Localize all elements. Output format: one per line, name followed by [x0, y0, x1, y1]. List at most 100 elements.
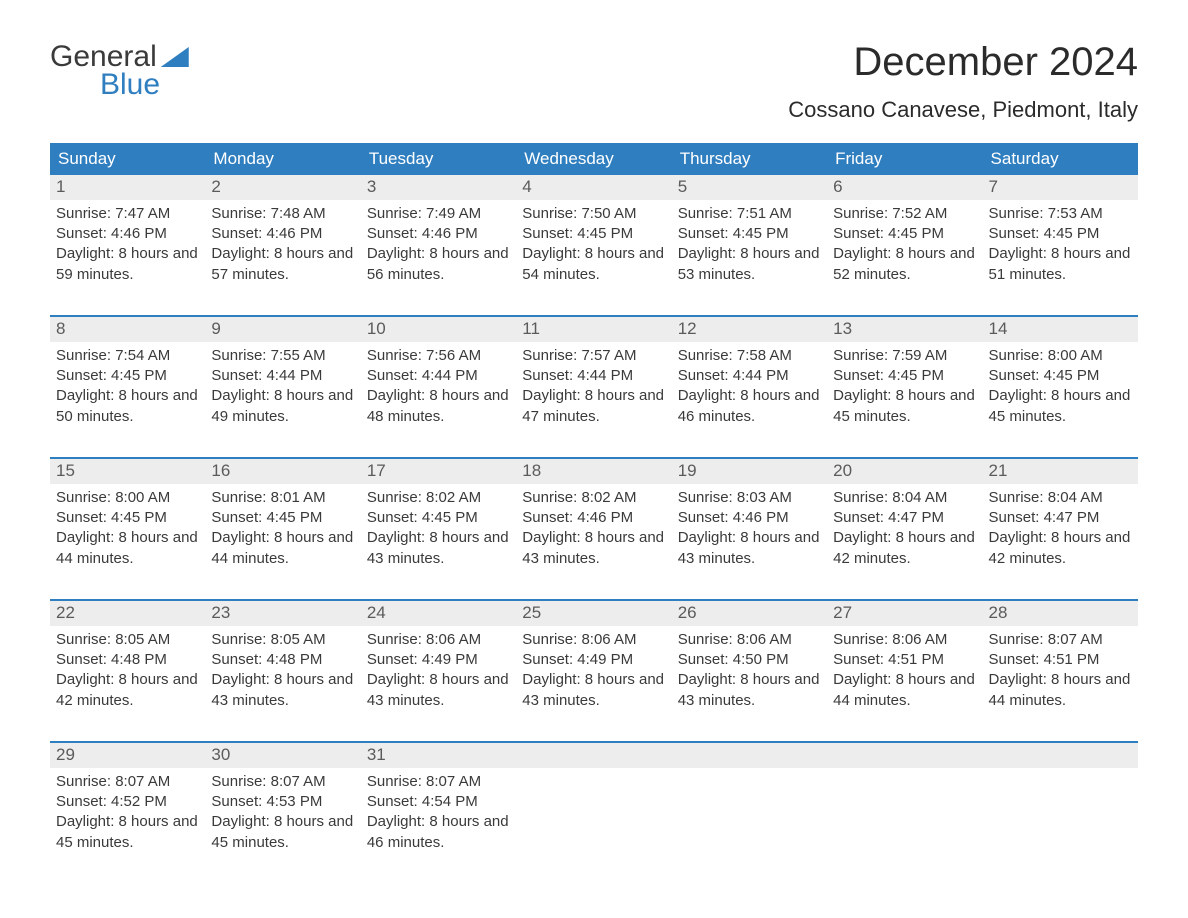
weekday-header: Monday	[205, 143, 360, 175]
logo-text-blue: Blue	[100, 68, 189, 102]
sunrise-text: Sunrise: 7:54 AM	[56, 346, 199, 366]
daylight-text: Daylight: 8 hours and 42 minutes.	[833, 528, 976, 569]
day-number-row: 30	[205, 743, 360, 768]
sunrise-text: Sunrise: 8:06 AM	[833, 630, 976, 650]
sunrise-text: Sunrise: 7:56 AM	[367, 346, 510, 366]
weekday-header: Wednesday	[516, 143, 671, 175]
day-body: Sunrise: 7:56 AMSunset: 4:44 PMDaylight:…	[361, 342, 516, 431]
sunset-text: Sunset: 4:47 PM	[833, 508, 976, 528]
day-body: Sunrise: 8:04 AMSunset: 4:47 PMDaylight:…	[983, 484, 1138, 573]
day-body: Sunrise: 8:06 AMSunset: 4:51 PMDaylight:…	[827, 626, 982, 715]
day-number-row: .	[516, 743, 671, 768]
month-title: December 2024	[788, 40, 1138, 85]
day-number-row: 16	[205, 459, 360, 484]
day-cell: 9Sunrise: 7:55 AMSunset: 4:44 PMDaylight…	[205, 317, 360, 435]
sunset-text: Sunset: 4:46 PM	[678, 508, 821, 528]
sunrise-text: Sunrise: 8:07 AM	[56, 772, 199, 792]
day-body: Sunrise: 7:55 AMSunset: 4:44 PMDaylight:…	[205, 342, 360, 431]
daylight-text: Daylight: 8 hours and 46 minutes.	[367, 812, 510, 853]
sunset-text: Sunset: 4:45 PM	[989, 224, 1132, 244]
sunset-text: Sunset: 4:47 PM	[989, 508, 1132, 528]
daylight-text: Daylight: 8 hours and 43 minutes.	[678, 528, 821, 569]
day-cell: 13Sunrise: 7:59 AMSunset: 4:45 PMDayligh…	[827, 317, 982, 435]
day-cell: 1Sunrise: 7:47 AMSunset: 4:46 PMDaylight…	[50, 175, 205, 293]
daylight-text: Daylight: 8 hours and 43 minutes.	[522, 670, 665, 711]
sunrise-text: Sunrise: 8:05 AM	[211, 630, 354, 650]
sunset-text: Sunset: 4:46 PM	[367, 224, 510, 244]
day-body: Sunrise: 8:07 AMSunset: 4:54 PMDaylight:…	[361, 768, 516, 857]
sunrise-text: Sunrise: 8:00 AM	[56, 488, 199, 508]
day-body: Sunrise: 8:00 AMSunset: 4:45 PMDaylight:…	[983, 342, 1138, 431]
daylight-text: Daylight: 8 hours and 54 minutes.	[522, 244, 665, 285]
day-number-row: 9	[205, 317, 360, 342]
day-cell: 20Sunrise: 8:04 AMSunset: 4:47 PMDayligh…	[827, 459, 982, 577]
day-number-row: 28	[983, 601, 1138, 626]
daylight-text: Daylight: 8 hours and 53 minutes.	[678, 244, 821, 285]
day-cell: 25Sunrise: 8:06 AMSunset: 4:49 PMDayligh…	[516, 601, 671, 719]
day-cell: 3Sunrise: 7:49 AMSunset: 4:46 PMDaylight…	[361, 175, 516, 293]
day-cell: 10Sunrise: 7:56 AMSunset: 4:44 PMDayligh…	[361, 317, 516, 435]
weekday-header: Saturday	[983, 143, 1138, 175]
day-cell: 21Sunrise: 8:04 AMSunset: 4:47 PMDayligh…	[983, 459, 1138, 577]
sunrise-text: Sunrise: 8:07 AM	[989, 630, 1132, 650]
sunset-text: Sunset: 4:49 PM	[367, 650, 510, 670]
weekday-header: Sunday	[50, 143, 205, 175]
day-body: Sunrise: 7:53 AMSunset: 4:45 PMDaylight:…	[983, 200, 1138, 289]
daylight-text: Daylight: 8 hours and 47 minutes.	[522, 386, 665, 427]
week-row: 29Sunrise: 8:07 AMSunset: 4:52 PMDayligh…	[50, 741, 1138, 861]
daylight-text: Daylight: 8 hours and 42 minutes.	[56, 670, 199, 711]
day-number: 30	[205, 743, 360, 768]
sunset-text: Sunset: 4:45 PM	[989, 366, 1132, 386]
sunset-text: Sunset: 4:45 PM	[211, 508, 354, 528]
sunset-text: Sunset: 4:51 PM	[989, 650, 1132, 670]
day-number: 16	[205, 459, 360, 484]
daylight-text: Daylight: 8 hours and 49 minutes.	[211, 386, 354, 427]
sunrise-text: Sunrise: 7:59 AM	[833, 346, 976, 366]
day-body: Sunrise: 7:54 AMSunset: 4:45 PMDaylight:…	[50, 342, 205, 431]
sunset-text: Sunset: 4:53 PM	[211, 792, 354, 812]
day-number: 4	[516, 175, 671, 200]
sunrise-text: Sunrise: 7:55 AM	[211, 346, 354, 366]
sunset-text: Sunset: 4:52 PM	[56, 792, 199, 812]
day-number-row: 5	[672, 175, 827, 200]
day-cell: 18Sunrise: 8:02 AMSunset: 4:46 PMDayligh…	[516, 459, 671, 577]
day-body: Sunrise: 8:06 AMSunset: 4:49 PMDaylight:…	[516, 626, 671, 715]
title-block: December 2024 Cossano Canavese, Piedmont…	[788, 40, 1138, 123]
day-cell: 6Sunrise: 7:52 AMSunset: 4:45 PMDaylight…	[827, 175, 982, 293]
daylight-text: Daylight: 8 hours and 48 minutes.	[367, 386, 510, 427]
sunrise-text: Sunrise: 8:06 AM	[678, 630, 821, 650]
day-number-row: 15	[50, 459, 205, 484]
week-row: 15Sunrise: 8:00 AMSunset: 4:45 PMDayligh…	[50, 457, 1138, 577]
location-subtitle: Cossano Canavese, Piedmont, Italy	[788, 97, 1138, 123]
day-number: 13	[827, 317, 982, 342]
day-number-row: 23	[205, 601, 360, 626]
day-cell: 5Sunrise: 7:51 AMSunset: 4:45 PMDaylight…	[672, 175, 827, 293]
day-number: 14	[983, 317, 1138, 342]
day-cell: 24Sunrise: 8:06 AMSunset: 4:49 PMDayligh…	[361, 601, 516, 719]
sunrise-text: Sunrise: 7:48 AM	[211, 204, 354, 224]
day-cell: 15Sunrise: 8:00 AMSunset: 4:45 PMDayligh…	[50, 459, 205, 577]
daylight-text: Daylight: 8 hours and 43 minutes.	[522, 528, 665, 569]
day-number: 11	[516, 317, 671, 342]
sunset-text: Sunset: 4:48 PM	[56, 650, 199, 670]
sunset-text: Sunset: 4:50 PM	[678, 650, 821, 670]
day-body: Sunrise: 8:03 AMSunset: 4:46 PMDaylight:…	[672, 484, 827, 573]
day-number: 24	[361, 601, 516, 626]
sunset-text: Sunset: 4:44 PM	[522, 366, 665, 386]
day-cell: 30Sunrise: 8:07 AMSunset: 4:53 PMDayligh…	[205, 743, 360, 861]
sunset-text: Sunset: 4:45 PM	[56, 508, 199, 528]
day-body: Sunrise: 8:02 AMSunset: 4:46 PMDaylight:…	[516, 484, 671, 573]
weekday-header: Thursday	[672, 143, 827, 175]
day-body: Sunrise: 8:01 AMSunset: 4:45 PMDaylight:…	[205, 484, 360, 573]
sunset-text: Sunset: 4:44 PM	[367, 366, 510, 386]
sunset-text: Sunset: 4:46 PM	[211, 224, 354, 244]
sunrise-text: Sunrise: 7:52 AM	[833, 204, 976, 224]
day-number-row: 25	[516, 601, 671, 626]
sunset-text: Sunset: 4:48 PM	[211, 650, 354, 670]
day-number-row: 22	[50, 601, 205, 626]
daylight-text: Daylight: 8 hours and 45 minutes.	[833, 386, 976, 427]
sunrise-text: Sunrise: 7:47 AM	[56, 204, 199, 224]
sunrise-text: Sunrise: 8:02 AM	[522, 488, 665, 508]
sunrise-text: Sunrise: 8:02 AM	[367, 488, 510, 508]
day-body: Sunrise: 8:07 AMSunset: 4:53 PMDaylight:…	[205, 768, 360, 857]
